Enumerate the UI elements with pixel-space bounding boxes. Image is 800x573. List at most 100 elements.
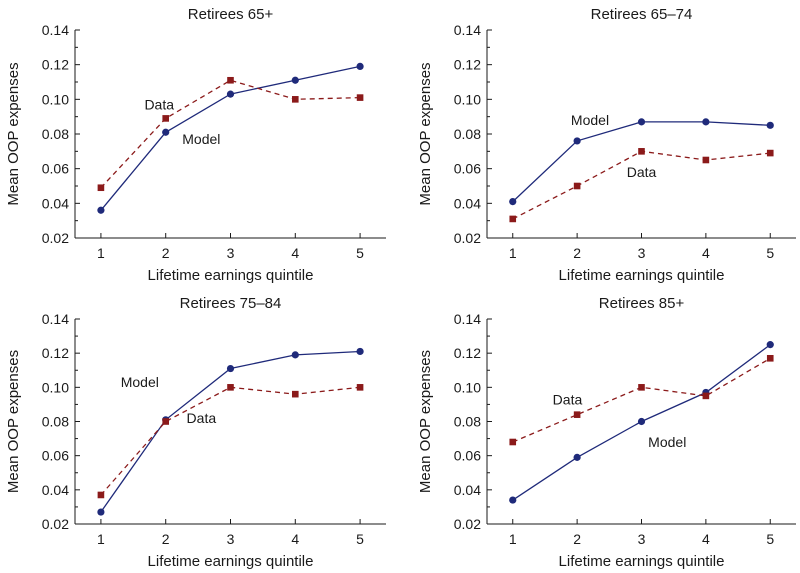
series-annotation: Model xyxy=(648,434,686,450)
y-tick-label: 0.04 xyxy=(42,482,69,498)
series-annotation: Data xyxy=(627,164,657,180)
data-point xyxy=(702,392,710,400)
x-tick-label: 1 xyxy=(97,531,105,547)
y-axis-label: Mean OOP expenses xyxy=(5,350,22,493)
model-series-line xyxy=(512,121,771,203)
x-tick-label: 4 xyxy=(702,531,710,547)
panel-1: 0.02 0.04 0.06 0.08 0.10 0.12 0.14 1 2 3 4 5 Retiree… xyxy=(5,6,386,284)
y-tick-label: 0.14 xyxy=(454,311,481,327)
model-point xyxy=(226,90,235,98)
data-point xyxy=(291,96,299,103)
model-point xyxy=(226,364,235,373)
model-point xyxy=(97,206,105,214)
model-point xyxy=(97,508,105,516)
x-tick-label: 5 xyxy=(766,245,774,261)
y-tick-label: 0.10 xyxy=(454,379,481,395)
y-tick-label: 0.10 xyxy=(42,91,69,107)
data-point xyxy=(702,156,710,164)
series-annotation: Data xyxy=(187,410,217,426)
model-point xyxy=(702,118,710,126)
y-tick-label: 0.12 xyxy=(454,345,481,361)
data-point xyxy=(227,384,234,391)
y-tick-label: 0.06 xyxy=(454,448,481,464)
data-point xyxy=(291,390,299,398)
x-tick-label: 4 xyxy=(291,531,299,547)
y-axis-label: Mean OOP expenses xyxy=(417,350,434,493)
panel-3: 0.02 0.04 0.06 0.08 0.10 0.12 0.14 1 2 3 4 5 Retiree… xyxy=(5,295,386,570)
y-tick-label: 0.08 xyxy=(42,126,69,142)
model-point xyxy=(356,62,364,70)
data-point xyxy=(227,76,234,84)
y-tick-label: 0.12 xyxy=(42,57,69,73)
x-tick-label: 4 xyxy=(702,245,710,261)
y-tick-label: 0.02 xyxy=(42,516,69,532)
data-series-line xyxy=(512,150,771,220)
y-axis-label: Mean OOP expenses xyxy=(417,62,434,205)
x-tick-label: 5 xyxy=(356,531,364,547)
x-axis-label: Lifetime earnings quintile xyxy=(559,267,725,284)
model-point xyxy=(356,347,364,356)
x-tick-label: 2 xyxy=(162,531,170,547)
x-tick-label: 3 xyxy=(638,245,646,261)
x-tick-label: 1 xyxy=(509,531,517,547)
data-series-line xyxy=(512,357,771,443)
y-tick-label: 0.10 xyxy=(42,379,69,395)
x-tick-label: 2 xyxy=(573,245,581,261)
data-point xyxy=(766,149,774,157)
panel-title: Retirees 65–74 xyxy=(591,6,693,23)
series-annotation: Model xyxy=(121,374,159,390)
panel-4: 0.02 0.04 0.06 0.08 0.10 0.12 0.14 1 2 3 4 5 Retiree… xyxy=(417,295,796,570)
data-point xyxy=(638,384,645,391)
series-annotation: Data xyxy=(144,97,174,113)
y-tick-label: 0.14 xyxy=(42,22,69,38)
series-annotation: Model xyxy=(182,131,220,147)
panel-2: 0.02 0.04 0.06 0.08 0.10 0.12 0.14 1 2 3 4 5 Retiree… xyxy=(417,6,796,284)
model-point xyxy=(766,121,774,129)
y-tick-label: 0.08 xyxy=(454,126,481,142)
y-tick-label: 0.12 xyxy=(42,345,69,361)
y-tick-label: 0.10 xyxy=(454,91,481,107)
y-tick-label: 0.08 xyxy=(454,414,481,430)
model-point xyxy=(766,341,774,349)
data-point xyxy=(97,184,105,192)
y-tick-label: 0.12 xyxy=(454,57,481,73)
x-tick-label: 3 xyxy=(227,531,235,547)
panel-title: Retirees 75–84 xyxy=(180,295,282,312)
y-tick-label: 0.14 xyxy=(42,311,69,327)
y-tick-label: 0.06 xyxy=(454,161,481,177)
model-point xyxy=(509,496,517,504)
model-series-line xyxy=(100,65,361,211)
y-tick-label: 0.04 xyxy=(454,195,481,211)
y-tick-label: 0.06 xyxy=(42,448,69,464)
panel-title: Retirees 85+ xyxy=(599,295,685,312)
data-point xyxy=(766,354,774,362)
x-tick-label: 2 xyxy=(162,245,170,261)
x-axis-label: Lifetime earnings quintile xyxy=(148,553,314,570)
model-point xyxy=(291,351,299,359)
data-point xyxy=(356,384,364,391)
model-point xyxy=(162,128,170,136)
y-tick-label: 0.08 xyxy=(42,414,69,430)
x-tick-label: 3 xyxy=(638,531,646,547)
series-annotation: Model xyxy=(571,112,609,128)
model-point xyxy=(637,417,646,426)
data-point xyxy=(162,418,170,425)
x-tick-label: 5 xyxy=(766,531,774,547)
x-axis-label: Lifetime earnings quintile xyxy=(559,553,725,570)
model-point xyxy=(637,118,646,126)
data-point xyxy=(509,438,517,446)
y-tick-label: 0.02 xyxy=(454,230,481,246)
x-tick-label: 1 xyxy=(509,245,517,261)
series-annotation: Data xyxy=(553,391,583,407)
y-tick-label: 0.14 xyxy=(454,22,481,38)
x-tick-label: 3 xyxy=(227,245,235,261)
model-point xyxy=(291,76,299,84)
data-point xyxy=(97,491,105,499)
y-axis-label: Mean OOP expenses xyxy=(5,62,22,205)
y-tick-label: 0.04 xyxy=(454,482,481,498)
x-axis-label: Lifetime earnings quintile xyxy=(148,267,314,284)
x-tick-label: 2 xyxy=(573,531,581,547)
model-point xyxy=(573,453,581,461)
x-tick-label: 5 xyxy=(356,245,364,261)
